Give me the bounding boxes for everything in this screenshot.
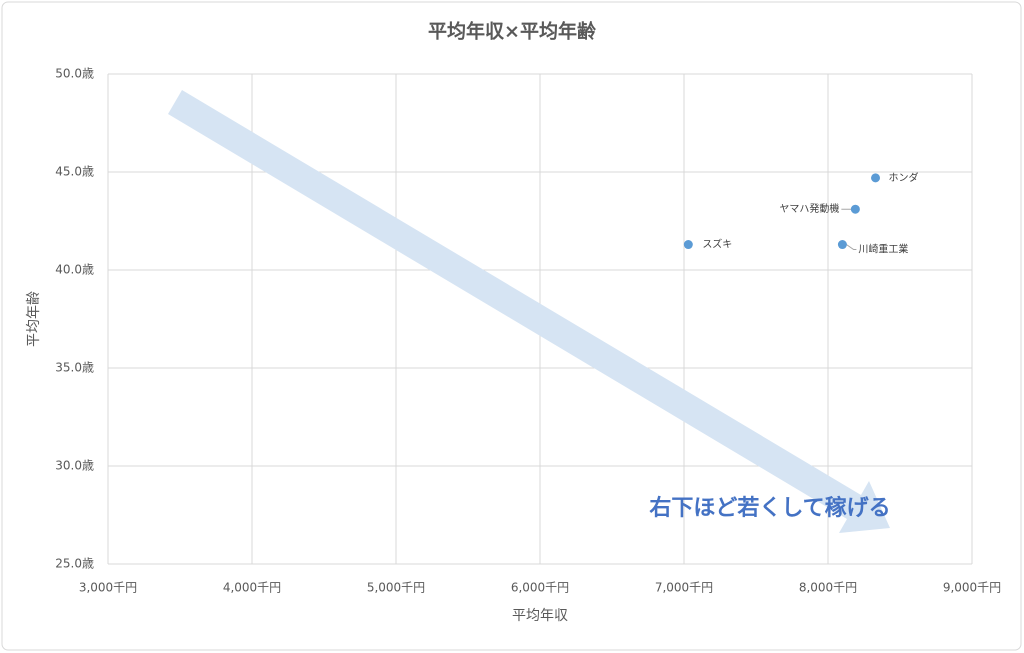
y-tick-label: 25.0歳 <box>55 557 94 571</box>
x-tick-label: 9,000千円 <box>943 581 1001 595</box>
x-tick-label: 7,000千円 <box>655 581 713 595</box>
y-tick-label: 30.0歳 <box>55 459 94 473</box>
x-tick-label: 8,000千円 <box>799 581 857 595</box>
x-tick-label: 6,000千円 <box>511 581 569 595</box>
point <box>850 204 860 214</box>
y-axis-label: 平均年齢 <box>26 291 42 347</box>
x-tick-label: 5,000千円 <box>367 581 425 595</box>
annotation: 右下ほど若くして稼げる <box>649 495 890 521</box>
x-axis-label: 平均年収 <box>512 608 568 624</box>
data-label: 川崎重工業 <box>858 243 908 256</box>
x-tick-label: 3,000千円 <box>79 581 137 595</box>
leader-line <box>846 244 857 251</box>
point <box>837 240 847 250</box>
y-tick-label: 35.0歳 <box>55 361 94 375</box>
y-tick-label: 50.0歳 <box>55 67 94 81</box>
data-label: スズキ <box>702 238 732 251</box>
chart-title: 平均年収×平均年齢 <box>428 20 597 43</box>
point <box>871 173 881 183</box>
data-label: ホンダ <box>889 171 919 184</box>
data-label: ヤマハ発動機 <box>779 202 839 215</box>
y-tick-label: 40.0歳 <box>55 263 94 277</box>
y-tick-label: 45.0歳 <box>55 165 94 179</box>
trend-arrow <box>168 90 890 533</box>
x-tick-label: 4,000千円 <box>223 581 281 595</box>
point <box>683 240 693 250</box>
